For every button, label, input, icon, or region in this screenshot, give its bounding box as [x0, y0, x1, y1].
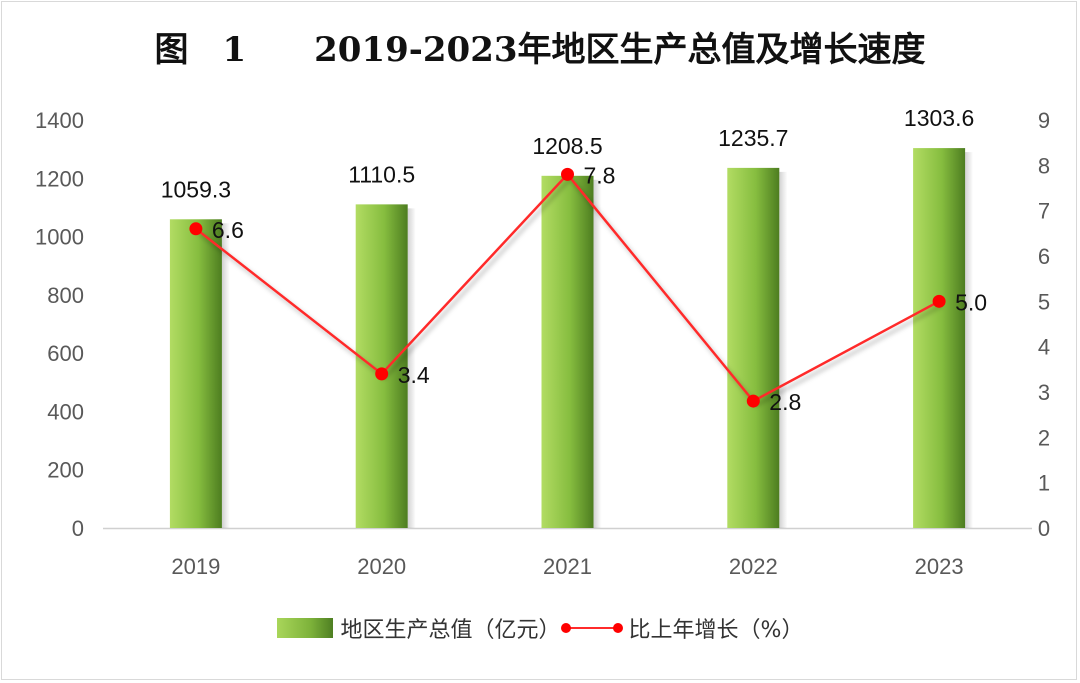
y-left-tick-label: 0: [72, 516, 84, 541]
y-right-tick-label: 9: [1038, 108, 1050, 133]
line-data-label: 2.8: [769, 389, 801, 415]
y-right-tick-label: 2: [1038, 425, 1050, 450]
x-tick-label: 2023: [915, 554, 964, 579]
legend-item-gdp: 地区生产总值（亿元）: [276, 612, 561, 644]
bar-shadow: [779, 171, 788, 528]
y-left-tick-label: 1200: [35, 166, 84, 191]
y-right-tick-label: 1: [1038, 471, 1050, 496]
bar-shadow: [221, 223, 230, 528]
x-tick-label: 2022: [729, 554, 778, 579]
bar: [727, 167, 780, 528]
y-right-tick-label: 3: [1038, 380, 1050, 405]
legend-item-growth: 比上年增长（%）: [560, 612, 804, 644]
y-left-tick-label: 200: [47, 458, 84, 483]
x-tick-label: 2019: [171, 554, 220, 579]
line-point: [375, 367, 389, 381]
bar-data-label: 1208.5: [532, 133, 602, 159]
line-point: [932, 294, 946, 308]
x-tick-label: 2021: [543, 554, 592, 579]
bar-shadow: [965, 152, 974, 528]
legend: 地区生产总值（亿元） 比上年增长（%）: [0, 612, 1080, 644]
legend-bar-swatch: [276, 618, 333, 638]
bar: [355, 204, 408, 528]
y-left-tick-label: 800: [47, 283, 84, 308]
bar-shadow: [407, 208, 416, 528]
bar-data-label: 1059.3: [161, 176, 231, 202]
bar-data-label: 1110.5: [348, 161, 415, 187]
y-right-tick-label: 7: [1038, 199, 1050, 224]
bar-data-label: 1303.6: [904, 105, 974, 131]
y-left-tick-label: 400: [47, 399, 84, 424]
line-point: [561, 167, 574, 181]
y-left-tick-label: 1000: [35, 225, 84, 250]
y-right-tick-label: 6: [1038, 244, 1050, 269]
legend-line-swatch: [560, 618, 623, 638]
x-tick-label: 2020: [357, 554, 406, 579]
y-right-tick-label: 4: [1038, 335, 1050, 360]
legend-label-gdp: 地区生产总值（亿元）: [340, 618, 561, 643]
y-left-tick-label: 600: [47, 341, 84, 366]
line-data-label: 5.0: [955, 289, 987, 315]
line-data-label: 6.6: [212, 217, 244, 243]
legend-label-growth: 比上年增长（%）: [628, 618, 804, 643]
line-point: [746, 394, 760, 408]
y-right-tick-label: 8: [1038, 153, 1050, 178]
bar: [913, 148, 966, 528]
chart-title: 图 1 2019-2023年地区生产总值及增长速度: [154, 30, 926, 70]
line-point: [189, 222, 203, 236]
bar-data-label: 1235.7: [718, 125, 788, 151]
bar: [169, 219, 222, 528]
bar-shadow: [593, 179, 602, 528]
line-data-label: 7.8: [584, 162, 616, 188]
y-right-tick-label: 0: [1038, 516, 1050, 541]
y-left-tick-label: 1400: [35, 108, 84, 133]
y-right-tick-label: 5: [1038, 289, 1050, 314]
line-data-label: 3.4: [398, 362, 430, 388]
bar: [541, 175, 594, 528]
